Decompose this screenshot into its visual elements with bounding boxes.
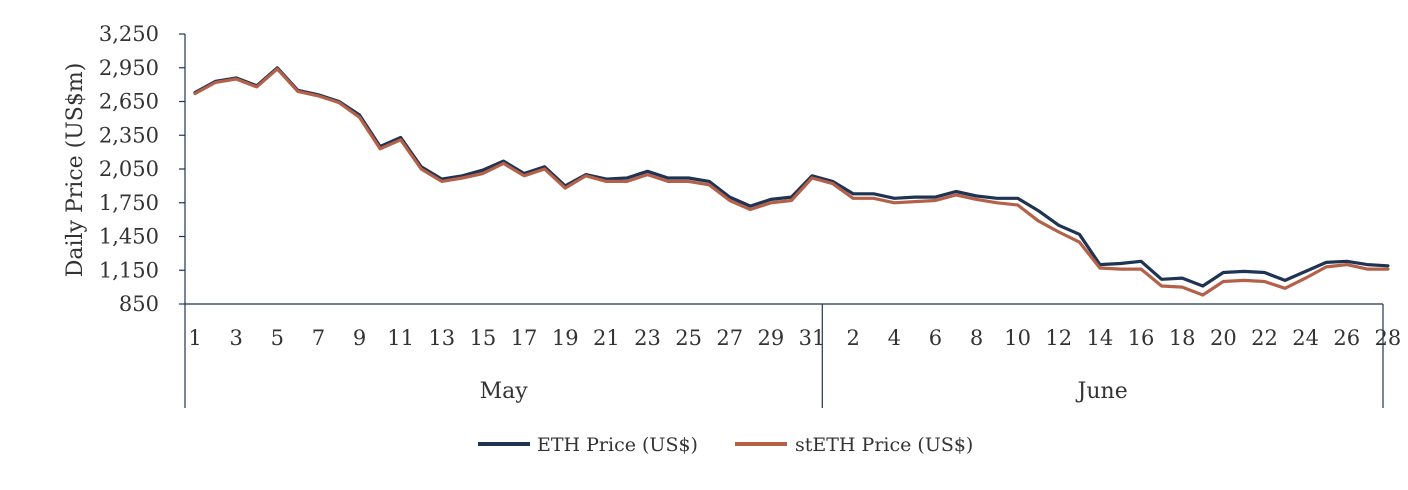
x-tick-label: 3 xyxy=(229,326,242,350)
y-tick-label: 2,350 xyxy=(99,123,159,147)
y-tick-label: 2,650 xyxy=(99,90,159,114)
x-tick-label: 17 xyxy=(511,326,538,350)
y-tick-label: 2,050 xyxy=(99,157,159,181)
y-axis: 3,250 2,950 2,650 2,350 2,050 1,750 1,450 1,150… xyxy=(99,22,186,316)
legend-label-steth: stETH Price (US$) xyxy=(795,434,973,456)
x-tick-label: 14 xyxy=(1087,326,1114,350)
steth-price-line xyxy=(193,67,1390,297)
x-tick-label: 12 xyxy=(1045,326,1072,350)
x-tick-label: 13 xyxy=(428,326,455,350)
x-tick-label: 7 xyxy=(312,326,325,350)
x-tick-label: 27 xyxy=(716,326,743,350)
x-tick-label: 24 xyxy=(1292,326,1319,350)
x-tick-label: 4 xyxy=(888,326,901,350)
x-tick-label: 26 xyxy=(1333,326,1360,350)
x-group-label: June xyxy=(1076,379,1128,404)
x-tick-label: 15 xyxy=(470,326,497,350)
x-tick-label: 23 xyxy=(634,326,661,350)
x-tick-label: 20 xyxy=(1210,326,1237,350)
y-tick-label: 1,150 xyxy=(99,258,159,282)
x-tick-label: 11 xyxy=(387,326,414,350)
legend: ETH Price (US$) stETH Price (US$) xyxy=(478,434,973,456)
x-tick-label: 8 xyxy=(970,326,983,350)
y-tick-label: 3,250 xyxy=(99,22,159,46)
y-tick-label: 1,450 xyxy=(99,225,159,249)
x-tick-label: 5 xyxy=(271,326,284,350)
x-tick-label: 16 xyxy=(1128,326,1155,350)
x-tick-label: 28 xyxy=(1374,326,1401,350)
y-axis-label: Daily Price (US$m) xyxy=(63,63,88,278)
x-tick-label: 22 xyxy=(1251,326,1278,350)
x-tick-label: 6 xyxy=(929,326,942,350)
y-tick-label: 2,950 xyxy=(99,56,159,80)
eth-price-line xyxy=(193,66,1390,288)
x-tick-label: 10 xyxy=(1004,326,1031,350)
legend-label-eth: ETH Price (US$) xyxy=(537,434,698,456)
y-tick-label: 1,750 xyxy=(99,191,159,215)
series-lines xyxy=(193,66,1390,297)
x-group-label: May xyxy=(480,379,529,404)
y-tick-label: 850 xyxy=(119,292,159,316)
x-tick-label: 1 xyxy=(188,326,201,350)
x-tick-label: 31 xyxy=(799,326,826,350)
x-tick-label: 9 xyxy=(353,326,366,350)
x-tick-label: 19 xyxy=(552,326,579,350)
x-tick-label: 2 xyxy=(846,326,859,350)
x-tick-label: 21 xyxy=(593,326,620,350)
x-tick-label: 18 xyxy=(1169,326,1196,350)
x-tick-label: 25 xyxy=(675,326,702,350)
x-tick-label: 29 xyxy=(757,326,784,350)
